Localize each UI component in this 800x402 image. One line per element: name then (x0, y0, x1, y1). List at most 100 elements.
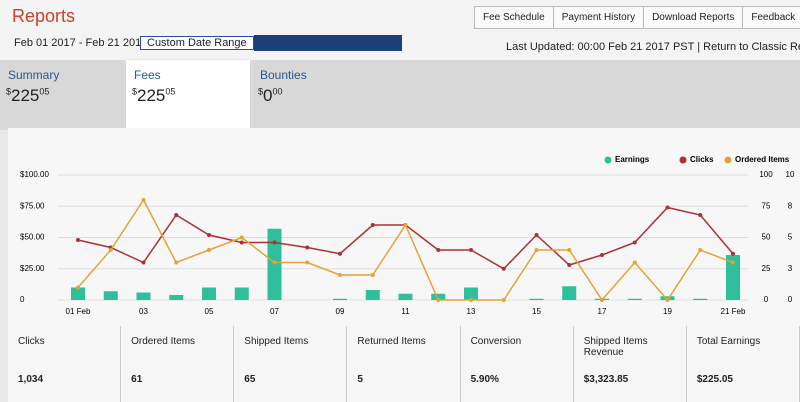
point (665, 298, 670, 302)
x-tick-label: 19 (663, 307, 672, 316)
date-input[interactable] (254, 35, 402, 51)
stat-value: 1,034 (18, 374, 44, 385)
stat-label: Conversion (470, 336, 522, 347)
date-range: Feb 01 2017 - Feb 21 2017 / (14, 37, 154, 49)
classic-link[interactable]: Return to Classic Reporting (703, 41, 800, 53)
point (239, 240, 244, 245)
bar (398, 293, 413, 300)
stat-label: Clicks (18, 336, 45, 347)
point (370, 273, 375, 277)
bar (365, 290, 380, 300)
point (272, 240, 277, 245)
legend-marker (679, 156, 687, 164)
point (174, 213, 179, 217)
bar (333, 298, 347, 300)
point (174, 260, 179, 265)
buttons: Fee Schedule Payment History Download Re… (474, 6, 800, 29)
amount: 225 (137, 86, 166, 105)
point (207, 233, 211, 237)
x-tick-label: 21 Feb (721, 307, 746, 316)
bar (202, 287, 216, 300)
stat-label: Total Earnings (696, 336, 761, 347)
point (305, 260, 310, 265)
legend-marker (724, 156, 732, 164)
y2-tick-label: 25 (762, 264, 771, 273)
point (567, 248, 572, 252)
point (239, 235, 244, 240)
stat: Ordered Items 61 (121, 326, 235, 402)
x-tick-label: 03 (139, 307, 148, 316)
point (469, 298, 473, 302)
point (338, 251, 342, 256)
stat-label: Shipped Items (244, 336, 309, 347)
x-tick-label: 01 Feb (66, 307, 91, 316)
point (665, 205, 670, 210)
stat: Returned Items 5 (347, 326, 461, 402)
point (469, 248, 473, 252)
sym: $ (6, 86, 12, 97)
x-tick-label: 15 (532, 307, 541, 316)
stat-value: $225.05 (696, 374, 733, 385)
point (436, 298, 441, 302)
y-tick-label: $100.00 (20, 170, 49, 179)
cents: 00 (272, 86, 283, 97)
tab-value: $000 (258, 86, 283, 106)
sym: $ (258, 86, 264, 97)
y-tick-label: $75.00 (20, 201, 45, 210)
chart: 0$25.00$50.00$75.00$100.0002550751000358… (8, 128, 800, 326)
point (141, 198, 146, 202)
bar (169, 295, 184, 300)
point (436, 248, 441, 252)
bar (562, 286, 577, 300)
last-updated: Last Updated: 00:00 Feb 21 2017 PST (506, 41, 695, 53)
point (600, 253, 604, 257)
point (501, 266, 506, 271)
cents: 05 (39, 86, 50, 97)
amount: 0 (263, 86, 273, 105)
tab[interactable]: Summary $22505 (0, 60, 124, 130)
legend-label: Earnings (615, 155, 650, 164)
stat-label: Returned Items (357, 336, 426, 347)
header: Reports Fee Schedule Payment History Dow… (0, 0, 800, 60)
point (731, 251, 735, 256)
y3-tick-label: 5 (788, 233, 793, 242)
point (207, 248, 211, 252)
point (632, 240, 637, 245)
point (141, 260, 146, 265)
tab[interactable]: Bounties $000 (252, 60, 800, 130)
point (76, 285, 80, 290)
point (698, 248, 703, 252)
point (76, 238, 80, 242)
button[interactable]: Payment History (552, 6, 645, 29)
stat-value: 65 (244, 374, 256, 385)
amount: 225 (11, 86, 40, 105)
stat: Shipped Items 65 (234, 326, 348, 402)
button[interactable]: Fee Schedule (474, 6, 554, 29)
bar (693, 298, 708, 300)
y2-tick-label: 50 (762, 233, 771, 242)
tab[interactable]: Fees $22505 (126, 60, 250, 134)
point (501, 298, 506, 302)
point (305, 245, 310, 250)
bar (529, 298, 544, 300)
y3-tick-label: 10 (786, 170, 795, 179)
point (534, 248, 539, 252)
bar (431, 293, 446, 300)
y3-tick-label: 8 (788, 201, 793, 210)
stat: Conversion 5.90% (461, 326, 574, 402)
legend-label: Clicks (690, 155, 714, 164)
tab-name: Fees (134, 68, 161, 82)
legend-label: Ordered Items (735, 155, 790, 164)
bar (71, 287, 85, 300)
y3-tick-label: 0 (788, 295, 793, 304)
bar (627, 298, 642, 300)
y-tick-label: 0 (20, 295, 25, 304)
y2-tick-label: 100 (759, 170, 773, 179)
y-tick-label: $50.00 (20, 233, 45, 242)
stat-value: 5 (357, 374, 363, 385)
point (108, 248, 113, 252)
range-select[interactable]: Custom Date Range (140, 36, 254, 50)
button[interactable]: Download Reports (643, 6, 744, 29)
button[interactable]: Feedback (742, 6, 800, 29)
